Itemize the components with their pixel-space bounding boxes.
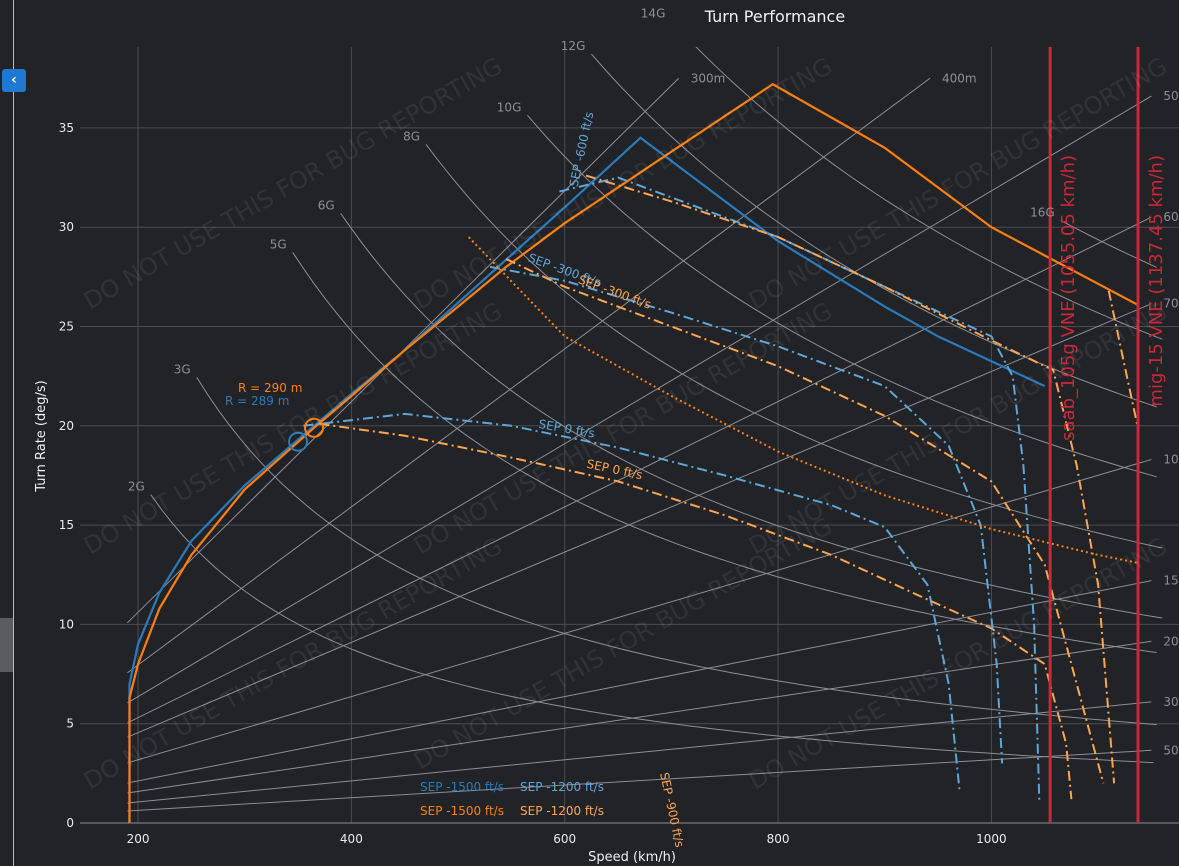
sep-label: SEP -1500 ft/s <box>420 804 504 818</box>
series-line <box>303 412 961 790</box>
sidebar-divider[interactable] <box>13 0 14 866</box>
g-line-label: 8G <box>403 129 420 143</box>
radius-line <box>127 77 931 674</box>
series-line <box>128 82 1139 823</box>
g-line-label: 12G <box>561 39 586 53</box>
vne-label: saab_105g VNE (1055.05 km/h) <box>1058 155 1079 441</box>
x-axis-label: Speed (km/h) <box>588 850 676 865</box>
radius-line-label: 2000m <box>1163 634 1179 648</box>
g-line <box>695 47 1163 340</box>
g-line <box>1060 219 1157 268</box>
y-tick-label: 30 <box>59 220 74 234</box>
g-line <box>196 377 1157 726</box>
radius-line <box>127 216 1152 724</box>
g-line-label: 16G <box>1030 205 1055 219</box>
series-line <box>559 176 1041 804</box>
sep-label: SEP -1200 ft/s <box>520 780 604 794</box>
radius-line <box>127 95 1152 704</box>
y-tick-label: 10 <box>59 617 74 631</box>
corner-marker <box>304 417 325 438</box>
radius-annotation: R = 289 m <box>225 394 289 408</box>
radius-line <box>127 459 1152 764</box>
chevron-left-icon: ‹ <box>11 72 17 88</box>
radius-line-label: 500m <box>1163 89 1179 103</box>
watermark: DO NOT USE THIS FOR BUG REPORTING <box>744 532 1172 795</box>
x-tick-label: 400 <box>340 832 363 846</box>
radius-line-label: 1000m <box>1163 453 1179 467</box>
radius-line <box>127 580 1152 784</box>
reference-lines <box>127 47 1163 812</box>
x-tick-label: 800 <box>767 832 790 846</box>
g-line <box>527 114 1157 478</box>
radius-line <box>127 303 1152 738</box>
series-layer <box>128 47 1140 823</box>
g-line <box>591 53 1157 408</box>
y-axis-label: Turn Rate (deg/s) <box>34 380 49 492</box>
x-tick-label: 600 <box>553 832 576 846</box>
y-tick-label: 5 <box>66 717 74 731</box>
series-line <box>585 174 1116 784</box>
y-tick-label: 20 <box>59 419 74 433</box>
g-line <box>425 143 1163 549</box>
radius-line-label: 600m <box>1163 210 1179 224</box>
series-line <box>1107 290 1139 427</box>
vne-label: mig-15 VNE (1137.45 km/h) <box>1146 155 1167 407</box>
sep-label: SEP -900 ft/s <box>657 771 687 849</box>
sep-label: SEP -1500 ft/s <box>420 780 504 794</box>
g-line-label: 14G <box>641 6 666 20</box>
g-line-label: 2G <box>128 480 145 494</box>
y-tick-label: 15 <box>59 518 74 532</box>
radius-line <box>127 749 1152 812</box>
radius-line <box>127 701 1152 804</box>
chart-title: Turn Performance <box>704 7 845 26</box>
g-line <box>292 252 1157 653</box>
series-line <box>505 258 1105 784</box>
sep-label: SEP -1200 ft/s <box>520 804 604 818</box>
g-line <box>150 494 1154 764</box>
radius-annotation: R = 290 m <box>238 381 302 395</box>
radius-line-label: 700m <box>1163 297 1179 311</box>
radius-line <box>127 640 1152 794</box>
y-tick-label: 25 <box>59 320 74 334</box>
side-panel-tab[interactable] <box>0 618 13 672</box>
y-tick-label: 0 <box>66 816 74 830</box>
radius-line-label: 5000m <box>1163 743 1179 757</box>
y-tick-label: 35 <box>59 121 74 135</box>
radius-line-label: 1500m <box>1163 574 1179 588</box>
radius-line-label: 400m <box>942 71 977 85</box>
g-line-label: 5G <box>270 237 287 251</box>
x-tick-label: 1000 <box>976 832 1007 846</box>
corner-marker <box>288 431 309 452</box>
g-line-label: 6G <box>318 198 335 212</box>
collapse-sidebar-button[interactable]: ‹ <box>2 69 26 92</box>
grid: 200 400 600 800 1000 0 5 10 15 20 25 30 35 <box>59 47 1179 846</box>
radius-line-label: 300m <box>691 71 726 85</box>
x-tick-label: 200 <box>127 832 150 846</box>
radius-line-label: 3000m <box>1163 695 1179 709</box>
g-line-label: 10G <box>497 100 522 114</box>
g-line-label: 3G <box>174 362 191 376</box>
g-line <box>340 213 1163 619</box>
